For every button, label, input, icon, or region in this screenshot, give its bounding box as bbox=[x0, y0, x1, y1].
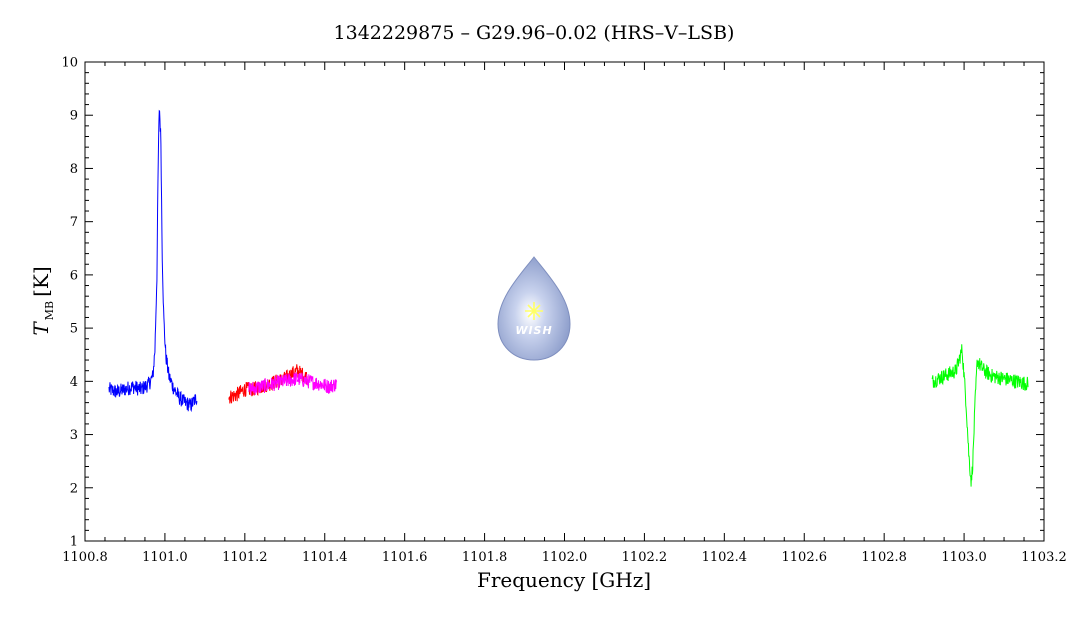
wish-logo-label: WISH bbox=[515, 324, 552, 337]
wish-logo: WISH bbox=[497, 256, 571, 361]
x-tick-label: 1102.0 bbox=[542, 550, 588, 565]
spectrum-series-4 bbox=[931, 344, 1029, 487]
y-axis-subscript: MB bbox=[43, 301, 56, 320]
y-tick-label: 3 bbox=[70, 428, 78, 443]
y-tick-label: 9 bbox=[70, 109, 78, 124]
series-layer bbox=[108, 109, 1029, 487]
x-axis-ticks bbox=[84, 62, 1045, 541]
x-tick-label: 1101.0 bbox=[142, 550, 188, 565]
x-tick-label: 1103.2 bbox=[1021, 550, 1067, 565]
x-axis-tick-labels: 1100.8 1101.0 1101.2 1101.4 1101.6 1101.8 1102… bbox=[62, 550, 1067, 565]
y-axis-symbol: T bbox=[29, 321, 53, 336]
spectrum-series-1 bbox=[108, 109, 198, 413]
x-tick-label: 1102.2 bbox=[622, 550, 668, 565]
star-icon bbox=[525, 302, 543, 320]
x-tick-label: 1102.4 bbox=[702, 550, 748, 565]
y-tick-label: 1 bbox=[70, 535, 78, 550]
y-axis-ticks bbox=[85, 61, 1044, 542]
y-tick-label: 4 bbox=[70, 375, 78, 390]
x-tick-label: 1102.6 bbox=[782, 550, 828, 565]
x-tick-label: 1101.2 bbox=[222, 550, 268, 565]
y-tick-label: 7 bbox=[70, 215, 78, 230]
y-tick-label: 5 bbox=[70, 322, 78, 337]
y-tick-label: 2 bbox=[70, 481, 78, 496]
spectrum-series-3 bbox=[248, 372, 338, 396]
y-axis-unit: [K] bbox=[29, 266, 53, 297]
x-tick-label: 1101.4 bbox=[302, 550, 348, 565]
y-axis-label: TMB [K] bbox=[29, 266, 56, 335]
x-axis-label: Frequency [GHz] bbox=[477, 568, 651, 592]
x-tick-label: 1103.0 bbox=[941, 550, 987, 565]
x-tick-label: 1101.8 bbox=[462, 550, 508, 565]
y-tick-label: 10 bbox=[61, 56, 78, 71]
y-axis-tick-labels: 1 2 3 4 5 6 7 8 9 10 bbox=[61, 56, 78, 550]
x-tick-label: 1102.8 bbox=[861, 550, 907, 565]
y-tick-label: 8 bbox=[70, 162, 78, 177]
chart-title: 1342229875 – G29.96–0.02 (HRS–V–LSB) bbox=[334, 22, 735, 44]
x-tick-label: 1101.6 bbox=[382, 550, 428, 565]
y-tick-label: 6 bbox=[70, 268, 78, 283]
x-tick-label: 1100.8 bbox=[62, 550, 108, 565]
